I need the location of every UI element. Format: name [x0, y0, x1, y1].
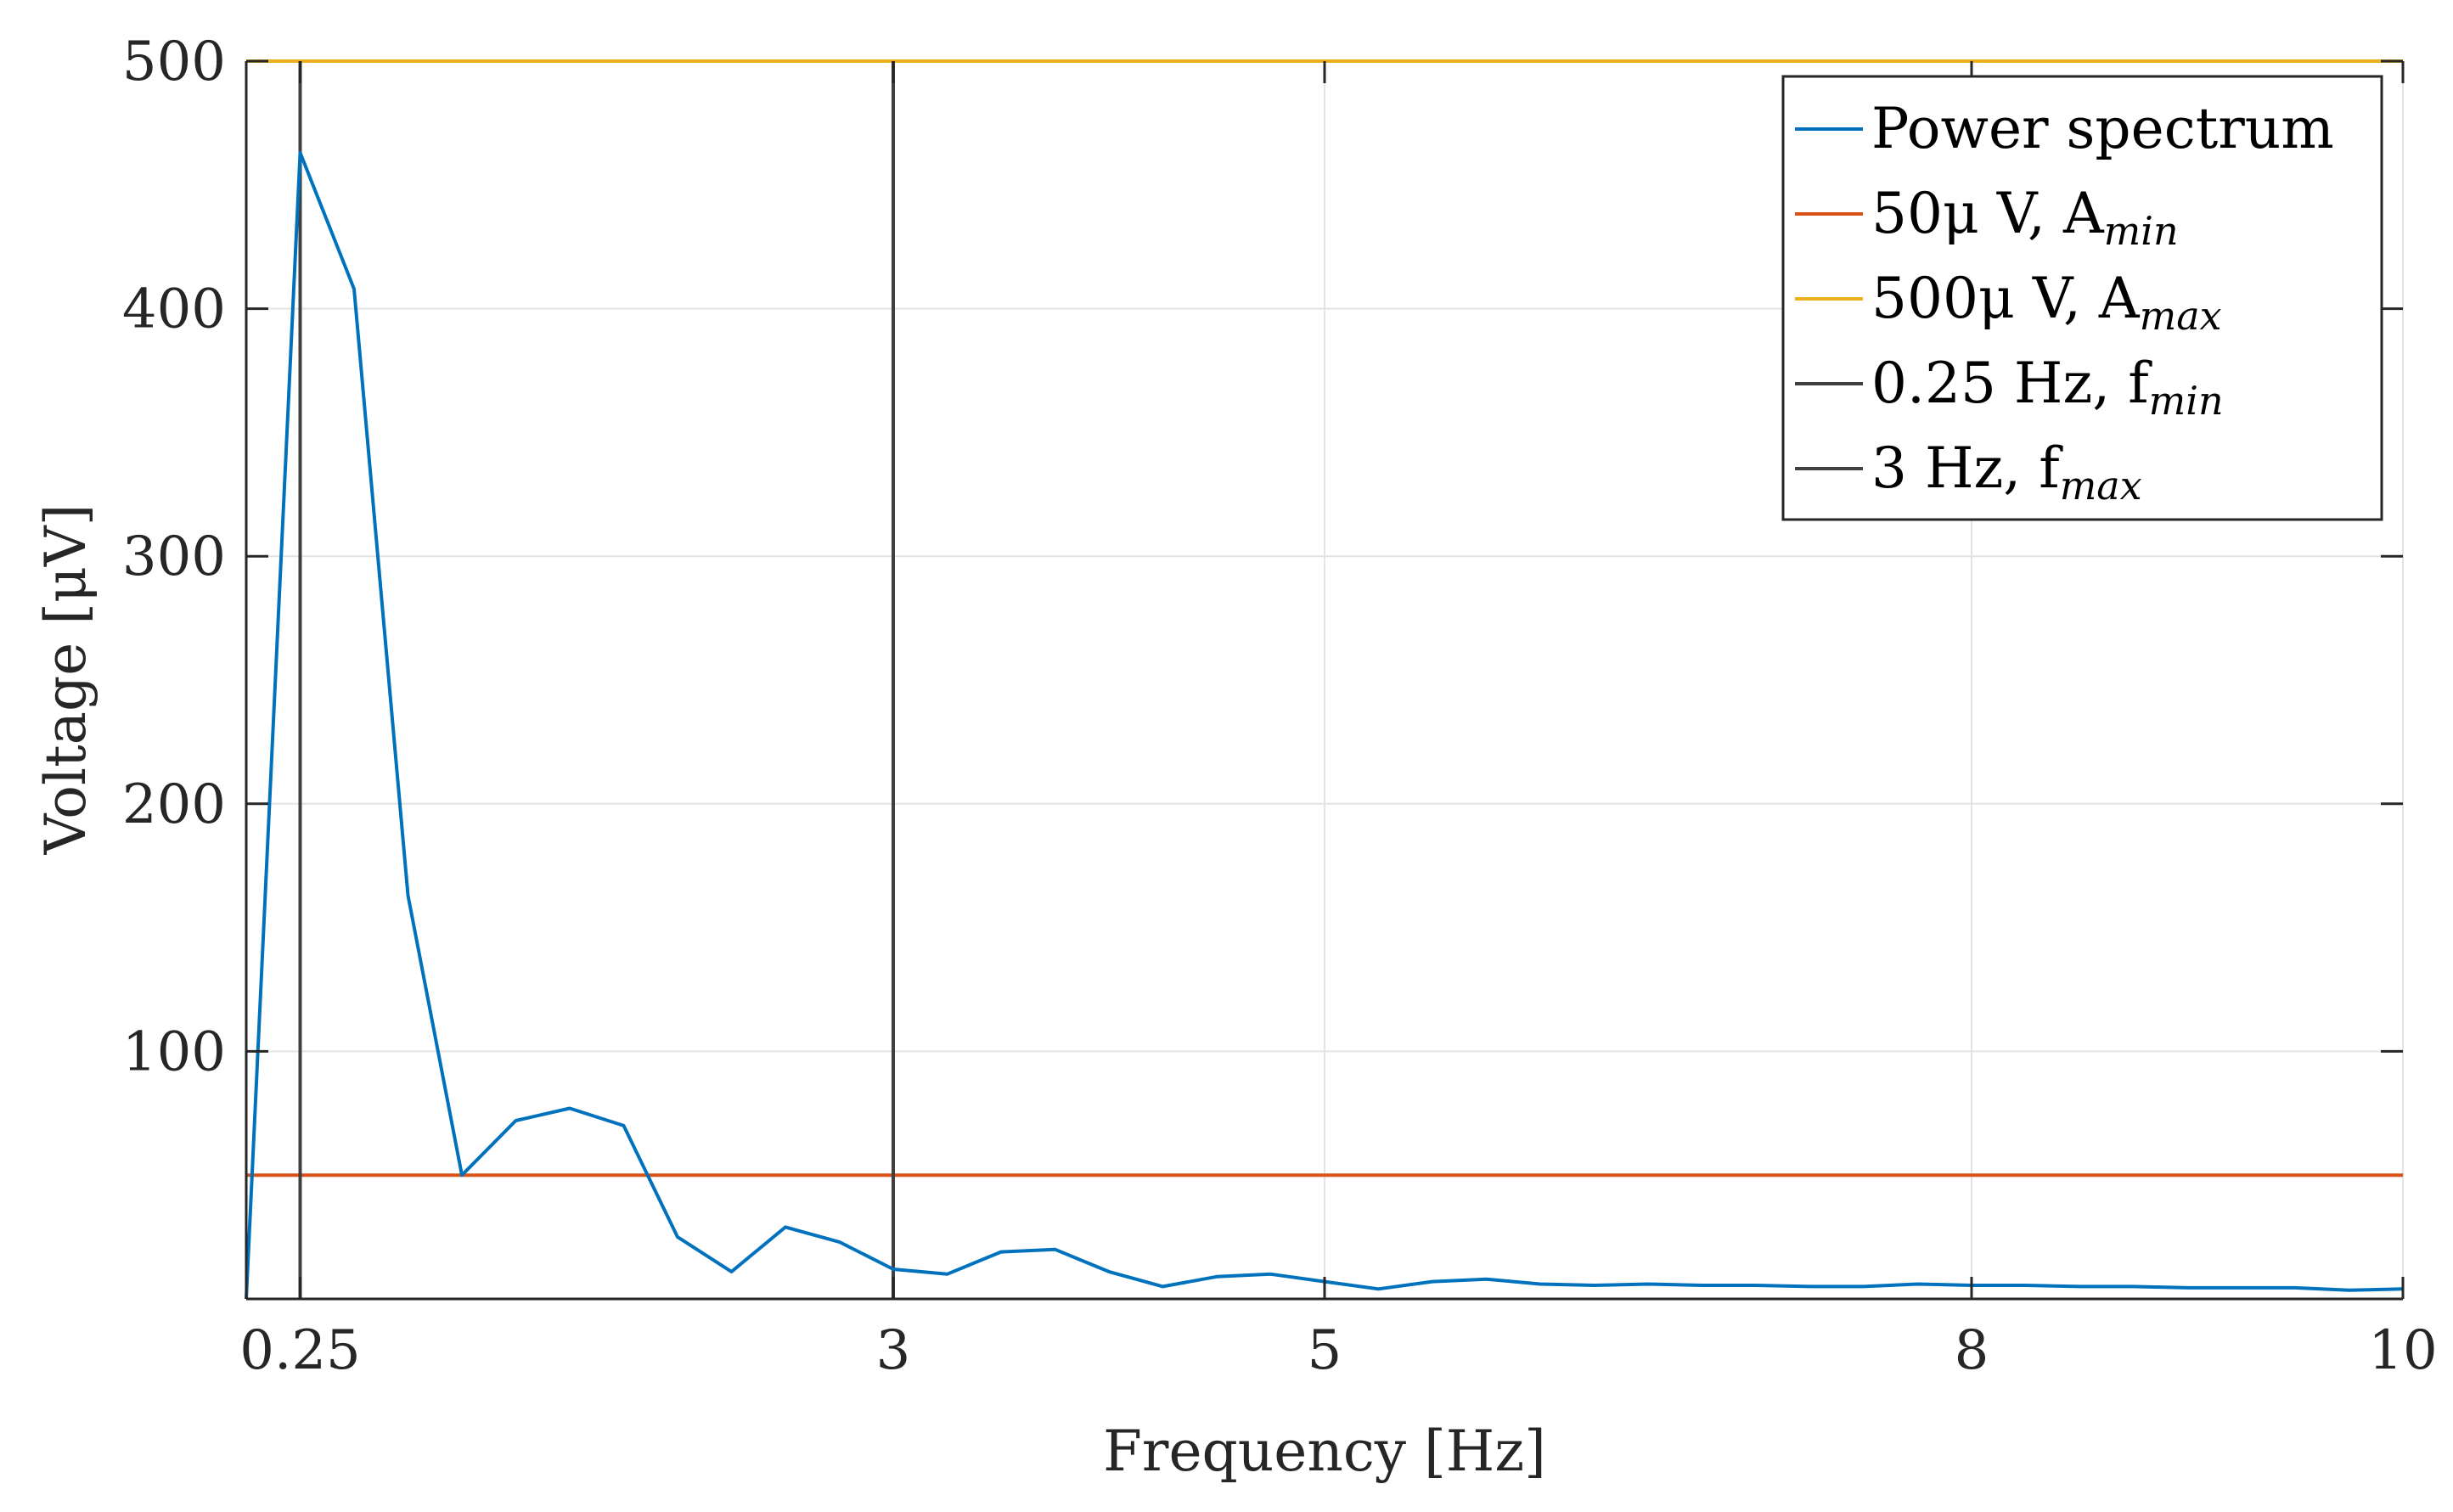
legend-label: 500μ V, Amax: [1871, 266, 2222, 339]
y-tick-label: 300: [122, 526, 226, 588]
x-tick-labels: 0.25 3 5 8 10: [239, 1319, 2437, 1382]
legend-label: 0.25 Hz, fmin: [1871, 351, 2224, 424]
y-tick-label: 400: [122, 278, 226, 341]
y-tick-label: 500: [122, 31, 226, 93]
x-tick-label: 0.25: [239, 1319, 361, 1382]
legend-box: [1781, 75, 2383, 521]
y-tick-label: 200: [122, 773, 226, 836]
axes: [245, 59, 2405, 1301]
y-axis-label: Voltage [μV]: [33, 504, 98, 856]
y-tick-label: 100: [122, 1020, 226, 1083]
x-tick-label: 5: [1308, 1319, 1342, 1382]
x-tick-label: 10: [2368, 1319, 2437, 1382]
legend-label: 50μ V, Amin: [1871, 181, 2179, 254]
legend-label: 3 Hz, fmax: [1871, 436, 2142, 509]
x-tick-label: 3: [876, 1319, 911, 1382]
y-tick-labels: 100 200 300 400 500: [122, 31, 226, 1083]
x-axis-label: Frequency [Hz]: [1103, 1419, 1546, 1484]
x-tick-label: 8: [1955, 1319, 1989, 1382]
legend: Power spectrum 50μ V, Amin 500μ V, Amax 0.2…: [1781, 75, 2383, 521]
legend-label: Power spectrum: [1871, 96, 2334, 161]
